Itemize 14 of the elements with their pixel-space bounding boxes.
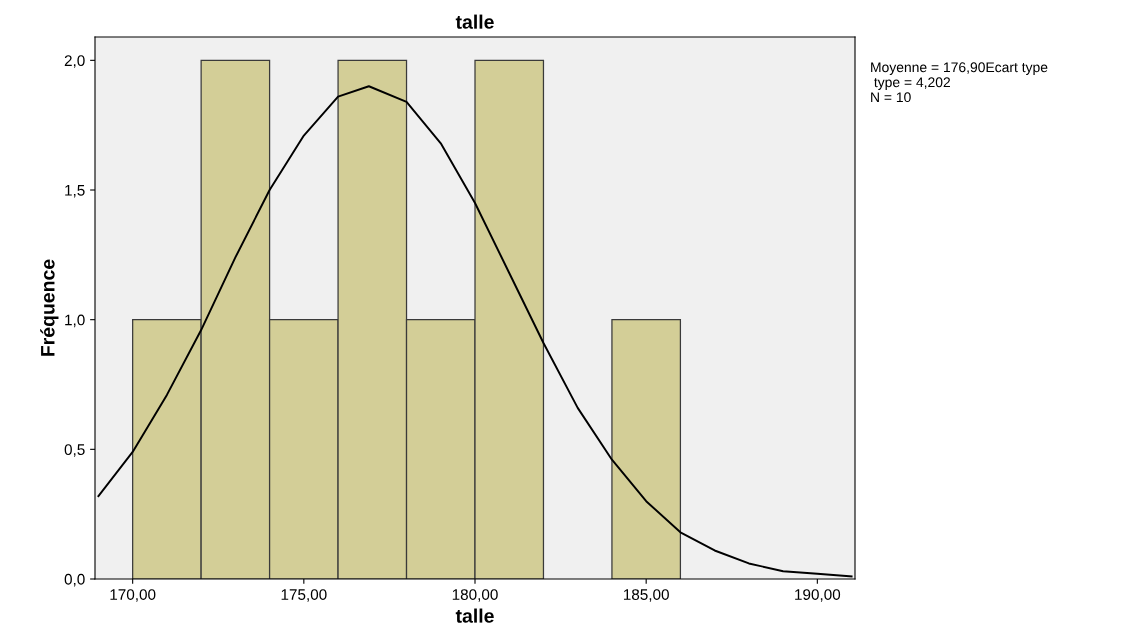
y-axis-title: Fréquence [40, 259, 59, 356]
y-tick-label: 1,5 [65, 185, 85, 198]
y-tick-label: 1,0 [65, 314, 85, 328]
x-tick-label: 185,00 [623, 589, 669, 602]
x-tick-label: 180,00 [452, 589, 498, 602]
x-axis-title: talle [455, 608, 494, 623]
y-tick-label: 0,5 [64, 444, 85, 457]
chart-title: talle [455, 14, 494, 29]
y-tick-label: 0,0 [64, 573, 85, 587]
text: Moyenne = 176,90Ecart type type = 4,202 N = 10 [871, 62, 1048, 103]
x-tick-label: 190,00 [795, 589, 841, 602]
y-tick-label: 2,0 [64, 55, 85, 68]
x-tick-label: 175,00 [281, 589, 327, 602]
x-tick-label: 170,00 [110, 589, 156, 602]
